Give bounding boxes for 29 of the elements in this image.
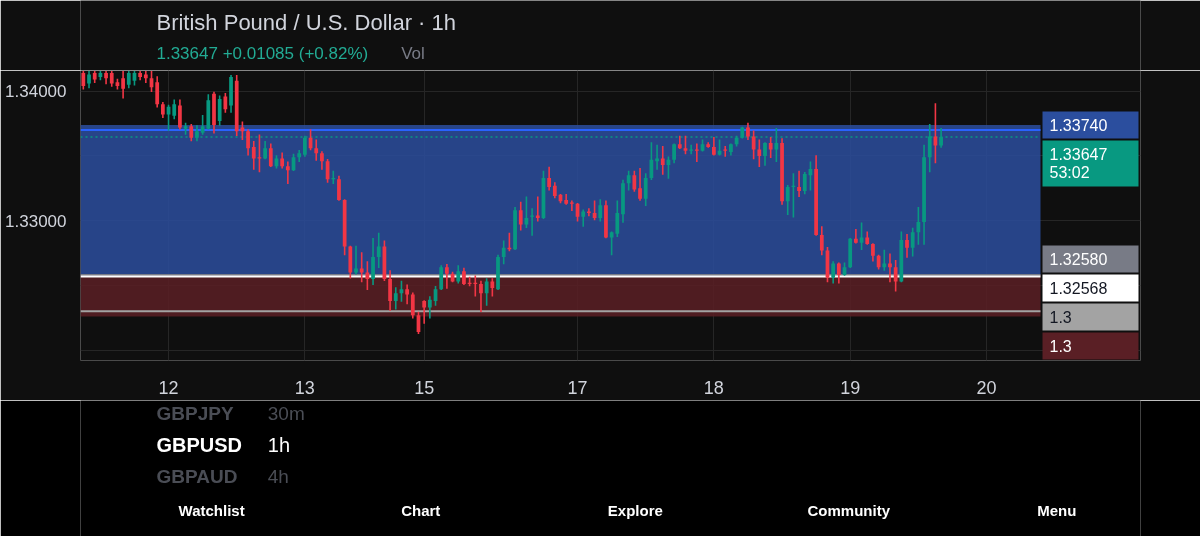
x-tick-label: 19 [840,377,861,398]
chart-title: British Pound / U.S. Dollar · 1h [156,10,457,35]
text: Chart [401,502,441,519]
x-tick-label: 12 [158,377,179,398]
text: Explore [607,502,663,519]
x-tick-label: 18 [703,377,724,398]
text: 4h [267,466,289,487]
ref-line-label: 1.32568 [1049,280,1108,297]
band-label: 1.33740 [1049,116,1108,134]
text: Menu [1037,502,1077,519]
text: 30m [267,403,305,424]
x-tick-label: 15 [414,377,435,398]
ref-line-label: 1.3 [1049,309,1072,326]
ref-line-label: 1.33647 53:02 [1049,145,1108,182]
text: Watchlist [178,502,245,519]
text: Vol [401,44,425,63]
chart-subtitle: 1.33647 +0.01085 (+0.82%) [156,44,369,63]
text: 1h [267,433,291,456]
x-tick-label: 20 [976,377,997,398]
text: GBPAUD [156,466,238,487]
band-label: 1.3 [1049,338,1072,355]
x-tick-label: 13 [294,377,315,398]
y-tick-label: 1.34000 [5,82,67,102]
text: GBPUSD [156,433,243,456]
x-tick-label: 17 [567,377,588,398]
ref-line-label: 1.32580 [1049,251,1108,268]
text: GBPJPY [156,403,234,424]
text: Community [807,502,891,519]
y-tick-label: 1.33000 [5,211,67,231]
